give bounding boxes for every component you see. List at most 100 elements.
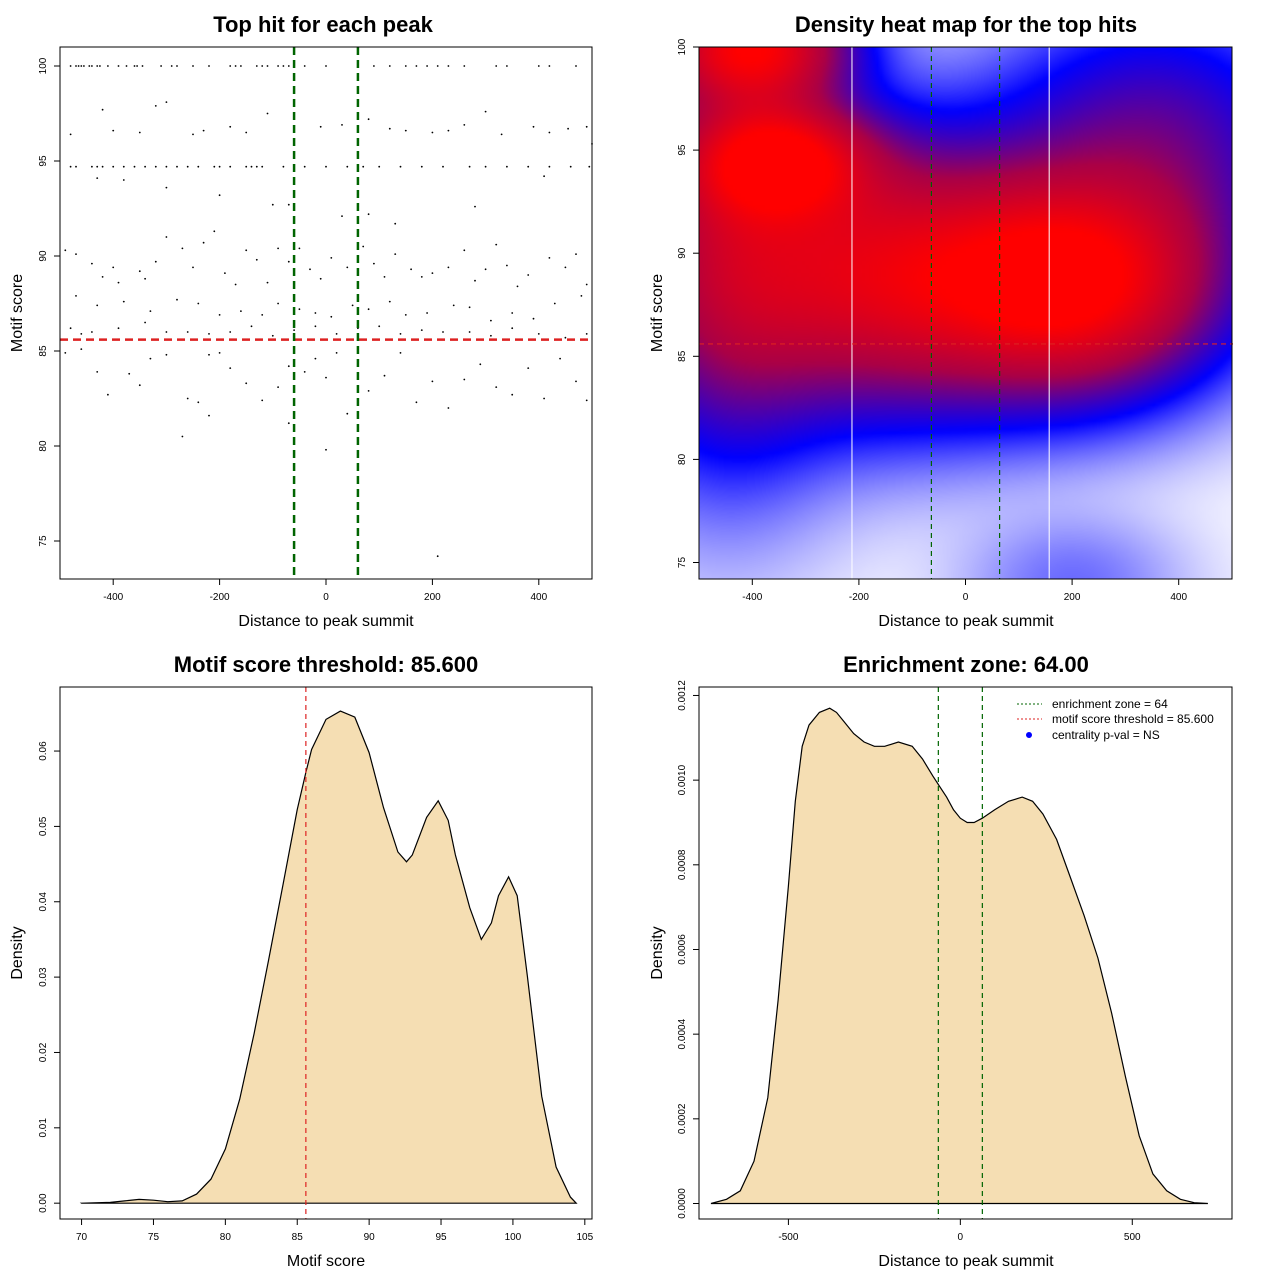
data-point <box>128 372 131 375</box>
data-point <box>261 65 264 67</box>
data-point <box>585 399 588 402</box>
data-point <box>69 133 72 136</box>
data-point <box>527 274 530 276</box>
data-point <box>261 165 264 168</box>
data-point <box>261 314 264 316</box>
data-point <box>75 253 77 256</box>
data-point <box>490 319 492 322</box>
data-point <box>426 312 428 314</box>
data-point <box>277 247 279 250</box>
y-tick-label: 0.01 <box>38 1118 49 1138</box>
data-point <box>314 325 317 328</box>
data-point <box>261 399 264 402</box>
data-point <box>277 302 279 305</box>
y-tick-label: 0.00 <box>38 1193 49 1213</box>
data-point <box>325 65 327 67</box>
data-point <box>101 276 104 278</box>
density-fill <box>81 711 577 1204</box>
data-point <box>96 165 99 168</box>
data-point <box>330 315 333 318</box>
data-point <box>367 390 370 392</box>
data-point <box>144 165 147 168</box>
data-point <box>282 165 285 168</box>
data-point <box>548 131 551 134</box>
y-tick-label: 0.02 <box>38 1042 49 1062</box>
data-point <box>218 194 221 197</box>
data-point <box>287 365 290 368</box>
data-point <box>394 222 397 225</box>
data-point <box>431 380 434 383</box>
data-point <box>271 334 274 337</box>
x-tick-label: 70 <box>76 1232 88 1243</box>
data-point <box>250 325 253 328</box>
data-point <box>341 215 343 218</box>
data-point <box>495 386 498 388</box>
x-tick-label: 90 <box>364 1232 376 1243</box>
chart-title: Density heat map for the top hits <box>795 12 1137 37</box>
data-point <box>346 165 349 168</box>
data-point <box>99 65 101 67</box>
data-point <box>287 203 290 206</box>
data-point <box>335 333 338 335</box>
y-tick-label: 85 <box>38 345 49 357</box>
y-tick-label: 0.0012 <box>677 680 688 711</box>
data-point <box>64 352 67 354</box>
data-point <box>69 165 72 168</box>
data-point <box>176 65 178 67</box>
data-point <box>404 314 407 316</box>
data-point <box>240 310 242 312</box>
data-point <box>165 101 168 103</box>
data-point <box>575 65 577 67</box>
x-tick-label: -200 <box>849 592 869 603</box>
density-curve <box>710 707 1208 1205</box>
data-point <box>548 165 551 168</box>
plot-area: -400 -200 0 200 400 75 80 85 90 95 100 <box>38 47 593 603</box>
data-point <box>399 352 402 354</box>
data-point <box>112 129 115 132</box>
chart-title: Enrichment zone: 64.00 <box>843 652 1089 677</box>
data-point <box>567 127 569 130</box>
y-tick-label: 0.04 <box>38 892 49 912</box>
data-point <box>144 321 147 324</box>
data-point <box>506 165 508 168</box>
data-point <box>165 353 168 356</box>
plot-frame <box>698 686 1233 1220</box>
data-point <box>208 353 210 356</box>
data-point <box>229 125 232 128</box>
data-point <box>506 264 508 267</box>
y-tick-label: 0.06 <box>38 741 49 761</box>
data-point <box>80 348 83 350</box>
x-tick-label: 100 <box>505 1232 522 1243</box>
x-tick-label: 0 <box>323 592 329 603</box>
data-point <box>388 300 391 303</box>
data-point <box>117 281 120 284</box>
data-point <box>404 129 407 132</box>
data-point <box>154 260 157 263</box>
data-point <box>245 382 248 385</box>
data-point <box>80 65 83 67</box>
data-point <box>575 380 577 383</box>
data-point <box>112 165 115 168</box>
data-point <box>176 165 178 168</box>
data-point <box>511 393 514 396</box>
x-tick-label: 0 <box>963 592 969 603</box>
heatmap-panel: Density heat map for the top hits -400 -2… <box>649 12 1233 630</box>
data-point <box>202 241 205 244</box>
data-point <box>548 65 551 67</box>
x-tick-label: 0 <box>958 1232 964 1243</box>
x-tick-label: -200 <box>210 592 230 603</box>
y-tick-label: 0.0010 <box>677 764 688 795</box>
y-tick-label: 95 <box>38 155 49 167</box>
data-point <box>325 448 327 451</box>
data-point <box>463 124 466 126</box>
data-point <box>138 270 141 273</box>
density-curve <box>79 710 578 1204</box>
data-point <box>431 272 434 274</box>
y-tick-label: 0.03 <box>38 967 49 987</box>
data-point <box>484 110 487 113</box>
data-point <box>266 65 269 67</box>
plot-frame <box>59 686 593 1220</box>
data-point <box>96 65 99 67</box>
data-point <box>319 125 322 128</box>
x-tick-label: 400 <box>530 592 547 603</box>
